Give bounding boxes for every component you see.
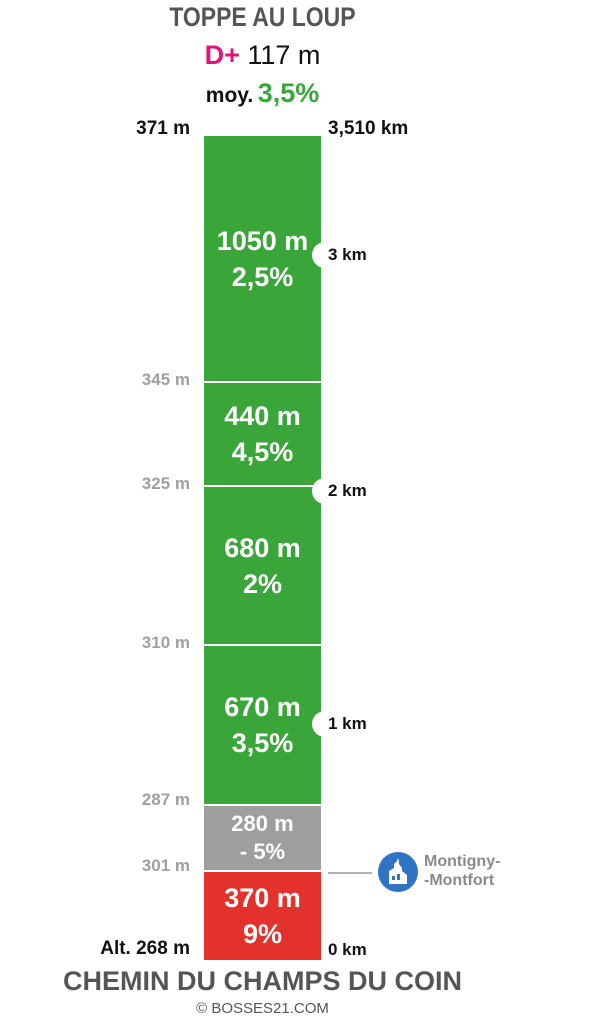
church-icon [378, 852, 418, 892]
start-distance: 0 km [328, 940, 367, 959]
summit-distance: 3,510 km [328, 118, 409, 139]
elevation-gain: D+ 117 m [0, 40, 525, 71]
segment-4-length: 670 m [224, 692, 301, 722]
km-mark: 3 km [328, 245, 367, 264]
altitude-mark: 310 m [141, 633, 190, 652]
segment-6: 370 m 9% [204, 872, 321, 960]
altitude-mark: 325 m [141, 474, 190, 493]
segment-3-length: 680 m [224, 532, 301, 563]
landmark-name-line2: -Montfort [424, 872, 495, 889]
average-grade-value: 3,5% [257, 78, 320, 108]
km-mark: 2 km [328, 481, 367, 500]
segment-5-length: 280 m [231, 811, 294, 836]
climb-title: TOPPE AU LOUP [169, 2, 356, 32]
landmark-name: Montigny- -Montfort [424, 852, 500, 890]
segment-1-length: 1050 m [216, 225, 309, 256]
altitude-mark: 287 m [141, 790, 190, 809]
segment-6-length: 370 m [224, 883, 301, 913]
segment-3: 680 m 2% [204, 487, 321, 646]
elevation-gain-label: D+ [204, 40, 240, 70]
average-grade: moy. 3,5% [0, 78, 525, 109]
average-grade-label: moy. [205, 84, 254, 107]
km-notch [312, 478, 328, 504]
road-name: CHEMIN DU CHAMPS DU COIN [62, 966, 462, 996]
segment-4: 670 m 3,5% [204, 646, 321, 806]
segment-1-grade: 2,5% [231, 261, 294, 292]
km-mark: 1 km [328, 714, 367, 733]
segment-6-grade: 9% [242, 919, 283, 949]
segment-2-grade: 4,5% [231, 437, 294, 467]
elevation-gain-value: 117 m [247, 40, 321, 70]
segment-4-grade: 3,5% [231, 728, 294, 758]
segment-2: 440 m 4,5% [204, 383, 321, 487]
summit-altitude: 371 m [136, 118, 190, 139]
segment-2-length: 440 m [224, 401, 301, 431]
segment-3-grade: 2% [242, 568, 283, 599]
segment-5-grade: - 5% [239, 839, 286, 864]
altitude-mark: 345 m [141, 370, 190, 389]
landmark-connector [328, 872, 372, 874]
segment-5: 280 m - 5% [204, 806, 321, 872]
start-altitude: Alt. 268 m [100, 938, 190, 959]
segment-1: 1050 m 2,5% [204, 136, 321, 383]
km-notch [312, 711, 328, 737]
copyright: © BOSSES21.COM [196, 1000, 329, 1017]
km-notch [312, 242, 328, 268]
landmark-name-line1: Montigny- [424, 853, 501, 870]
altitude-mark: 301 m [141, 856, 190, 875]
